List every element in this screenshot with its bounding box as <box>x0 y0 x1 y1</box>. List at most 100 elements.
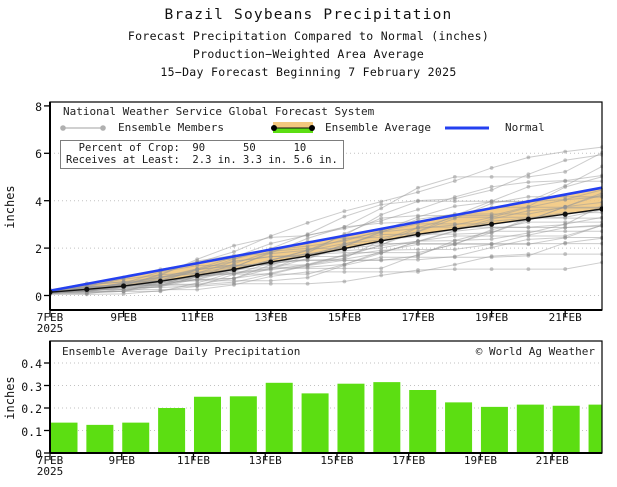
ensemble-member-point <box>526 155 531 160</box>
daily-precip-bar <box>373 382 401 453</box>
daily-precip-bar <box>158 408 186 453</box>
ensemble-average-point <box>378 238 384 244</box>
ensemble-member-point <box>489 201 494 206</box>
ensemble-member-point <box>416 268 420 272</box>
ensemble-member-point <box>526 267 531 272</box>
ensemble-member-point <box>489 254 494 259</box>
ensemble-member-point <box>452 241 457 246</box>
ensemble-member-point <box>305 263 310 268</box>
x-tick-year: 2025 <box>36 464 64 478</box>
ensemble-member-point <box>563 235 568 240</box>
ensemble-average-point <box>121 283 127 289</box>
x-tick-label: 19FEB <box>464 312 520 324</box>
ensemble-member-point <box>195 278 200 283</box>
ensemble-member-point <box>526 252 531 256</box>
ensemble-member-point <box>342 250 347 255</box>
ensemble-member-point <box>452 179 457 183</box>
ensemble-member-point <box>305 220 310 225</box>
ensemble-member-point <box>452 255 457 260</box>
ensemble-member-point <box>342 266 347 271</box>
ensemble-member-point <box>489 245 494 250</box>
ensemble-member-point <box>379 266 384 271</box>
x-tick-date: 21FEB <box>535 454 569 467</box>
ensemble-member-point <box>452 204 457 209</box>
ensemble-member-point <box>489 215 494 220</box>
ensemble-member-point <box>121 287 126 292</box>
daily-precip-bar <box>265 382 293 453</box>
legend-average-band-orange <box>273 122 313 128</box>
ensemble-member-point <box>379 206 384 211</box>
ensemble-member-point <box>416 255 420 260</box>
ensemble-average-point <box>231 266 237 273</box>
ensemble-member-point <box>232 259 236 264</box>
legend-members-dot <box>60 125 66 131</box>
ensemble-member-point <box>158 288 163 293</box>
daily-precip-bar <box>122 422 150 453</box>
ensemble-member-point <box>268 241 273 246</box>
ensemble-member-point <box>379 255 384 260</box>
ensemble-member-point <box>379 273 384 278</box>
ensemble-member-point <box>563 169 568 174</box>
ensemble-average-point <box>305 253 311 259</box>
x-tick-date: 11FEB <box>180 311 214 324</box>
ensemble-member-point <box>232 278 236 283</box>
x-tick-label: 15FEB <box>316 311 372 324</box>
ensemble-average-point <box>452 226 458 232</box>
daily-precip-bar <box>480 406 508 453</box>
ensemble-member-point <box>268 274 273 279</box>
ensemble-member-point <box>379 229 384 234</box>
ensemble-member-point <box>489 188 494 192</box>
ensemble-member-point <box>195 287 200 292</box>
x-tick-date: 15FEB <box>327 311 361 324</box>
legend-normal-label: Normal <box>505 121 545 134</box>
ensemble-member-point <box>489 229 494 234</box>
ensemble-member-point <box>305 270 310 274</box>
daily-precip-bar <box>193 396 221 453</box>
y-tick-label: 4 <box>35 194 42 209</box>
ensemble-member-point <box>379 221 384 225</box>
ensemble-member-point <box>342 258 347 263</box>
ensemble-member-point <box>195 284 200 289</box>
ensemble-member-point <box>416 185 420 190</box>
ensemble-member-point <box>452 174 457 179</box>
normal-line <box>49 186 603 293</box>
daily-precip-bar <box>409 390 437 453</box>
ensemble-member-point <box>232 263 236 267</box>
ensemble-member-point <box>489 237 494 241</box>
ensemble-member-point <box>563 229 568 234</box>
receives-at-least-line: Receives at Least: 2.3 in. 3.3 in. 5.6 i… <box>66 154 338 166</box>
ensemble-member-point <box>526 172 531 177</box>
ensemble-member-line <box>49 175 603 292</box>
ensemble-member-point <box>268 254 273 259</box>
x-tick-date: 13FEB <box>248 454 282 467</box>
ensemble-member-point <box>452 234 457 238</box>
x-tick-date: 17FEB <box>401 311 435 324</box>
y-tick-label: 0.3 <box>21 379 42 394</box>
x-tick-label: 11FEB <box>169 311 225 324</box>
ensemble-member-point <box>342 243 347 248</box>
ensemble-member-point <box>489 184 494 189</box>
ensemble-member-point <box>563 204 568 209</box>
x-tick-label: 21FEB <box>524 454 580 467</box>
ensemble-member-point <box>563 149 568 154</box>
ensemble-member-line <box>50 224 603 294</box>
daily-precip-bar <box>337 383 365 453</box>
ensemble-member-point <box>416 217 420 222</box>
ensemble-member-point <box>416 207 420 212</box>
ensemble-member-point <box>526 212 531 216</box>
daily-precip-bar <box>552 405 580 453</box>
x-tick-year: 2025 <box>36 321 64 335</box>
y-tick-label: 0.4 <box>21 357 42 371</box>
x-tick-label: 13FEB <box>237 454 293 467</box>
page-title: Brazil Soybeans Precipitation <box>164 7 453 23</box>
daily-precip-bar <box>445 402 473 453</box>
ensemble-member-point <box>526 184 531 189</box>
ensemble-average-point <box>341 245 347 252</box>
ensemble-member-point <box>305 281 310 286</box>
x-tick-label: 19FEB <box>452 455 508 467</box>
x-tick-label: 13FEB <box>243 312 299 324</box>
x-tick-label: 17FEB <box>381 455 437 467</box>
y-tick-label: 0 <box>35 447 42 461</box>
